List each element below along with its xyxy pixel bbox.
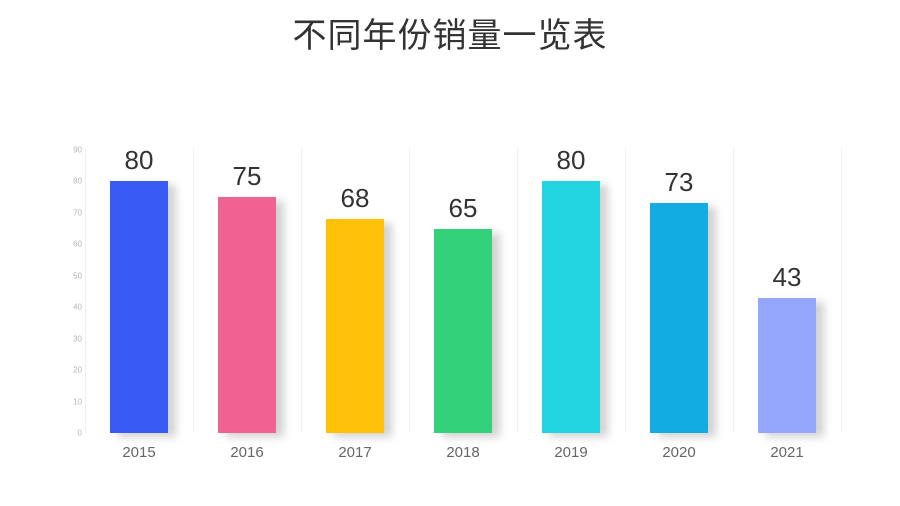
- value-label: 43: [772, 261, 802, 292]
- grid-line: [625, 148, 626, 433]
- value-label: 80: [556, 145, 586, 176]
- grid-line: [409, 148, 410, 433]
- value-label: 73: [664, 167, 694, 198]
- y-tick-label: 60: [73, 239, 82, 249]
- bar-group: 68: [301, 148, 409, 433]
- value-label: 75: [232, 161, 262, 192]
- y-tick-label: 0: [77, 428, 82, 438]
- y-tick-label: 40: [73, 302, 82, 312]
- bar-group: 80: [85, 145, 193, 433]
- value-label: 65: [448, 192, 478, 223]
- y-tick-label: 10: [73, 397, 82, 407]
- y-tick-label: 20: [73, 365, 82, 375]
- y-axis: 0 10 20 30 40 50 60 70 80 90: [56, 140, 82, 440]
- x-tick-label: 2016: [230, 444, 264, 461]
- grid-line: [517, 148, 518, 433]
- bar-group: 75: [193, 148, 301, 433]
- value-label: 80: [124, 145, 154, 176]
- grid-line: [733, 148, 734, 433]
- bar-2016[interactable]: [218, 197, 276, 433]
- grid-line: [85, 148, 86, 433]
- bar-2018[interactable]: [434, 228, 492, 433]
- bar-2019[interactable]: [542, 181, 600, 433]
- y-tick-label: 80: [73, 176, 82, 186]
- x-tick-label: 2017: [338, 444, 372, 461]
- grid-line: [841, 148, 842, 433]
- bar-2021[interactable]: [758, 297, 816, 433]
- x-tick-label: 2015: [122, 444, 156, 461]
- y-tick-label: 70: [73, 208, 82, 218]
- y-tick-label: 90: [73, 145, 82, 155]
- grid-line: [193, 148, 194, 433]
- bar-2020[interactable]: [650, 203, 708, 433]
- x-tick-label: 2020: [662, 444, 696, 461]
- chart-title: 不同年份销量一览表: [292, 16, 608, 56]
- x-tick-label: 2021: [770, 444, 804, 461]
- bar-group: 43: [733, 148, 841, 433]
- bar-2017[interactable]: [326, 219, 384, 433]
- bar-2015[interactable]: [110, 181, 168, 433]
- x-tick-label: 2018: [446, 444, 480, 461]
- bar-group: 80: [517, 145, 625, 433]
- value-label: 68: [340, 183, 370, 214]
- x-tick-label: 2019: [554, 444, 588, 461]
- y-tick-label: 50: [73, 271, 82, 281]
- y-tick-label: 30: [73, 334, 82, 344]
- bar-group: 73: [625, 148, 733, 433]
- bar-group: 65: [409, 148, 517, 433]
- plot-area: 80 75 68 65 80 73 43: [85, 145, 842, 433]
- grid-line: [301, 148, 302, 433]
